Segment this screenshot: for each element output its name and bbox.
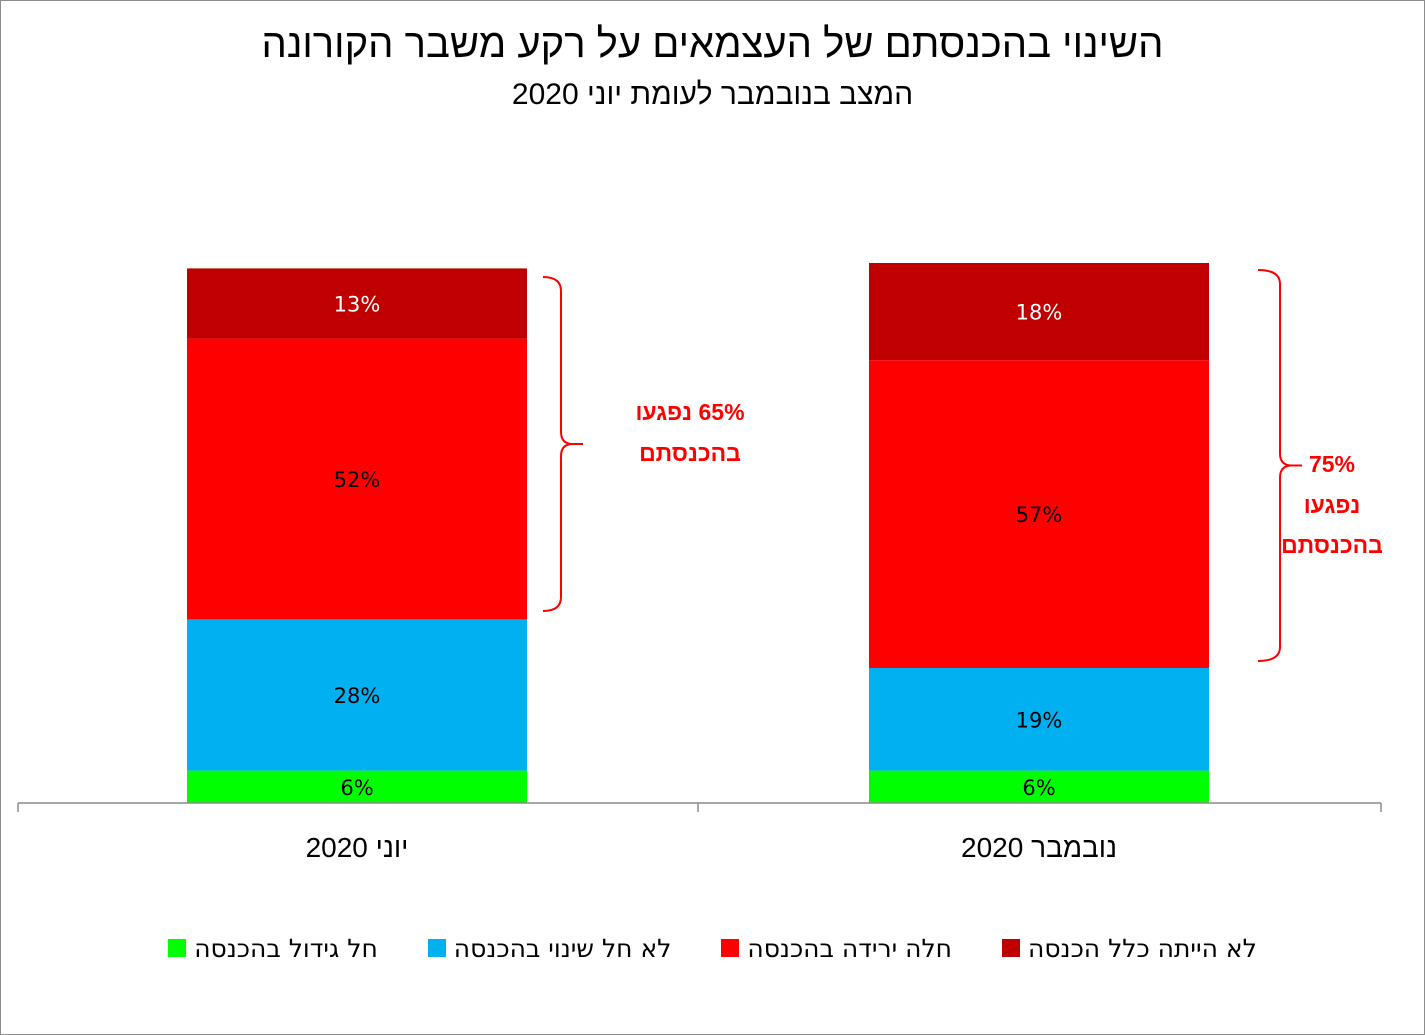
legend-swatch xyxy=(1002,939,1020,957)
legend-item: לא הייתה כלל הכנסה xyxy=(1002,930,1257,966)
legend-item: חלה ירידה בהכנסה xyxy=(721,930,952,966)
brace-callout xyxy=(1257,269,1302,662)
bar-segment xyxy=(187,338,527,620)
data-label: 18% xyxy=(1016,301,1063,325)
legend-label: לא הייתה כלל הכנסה xyxy=(1028,933,1257,963)
x-tick-label: נובמבר 2020 xyxy=(961,832,1117,863)
data-label: 28% xyxy=(334,684,381,708)
chart-legend: חל גידול בהכנסה לא חל שינוי בהכנסה חלה ירי… xyxy=(0,930,1425,966)
data-label: 6% xyxy=(1022,776,1055,800)
callout-text: בהכנסתם xyxy=(639,440,741,466)
x-tick-label: יוני 2020 xyxy=(306,832,409,863)
callout-text: 75% xyxy=(1309,451,1355,477)
legend-item: חל גידול בהכנסה xyxy=(168,930,378,966)
chart-title: השינוי בהכנסתם של העצמאים על רקע משבר הק… xyxy=(261,22,1164,66)
brace-callout xyxy=(542,276,583,612)
legend-swatch xyxy=(427,939,446,957)
bar-segment xyxy=(187,268,527,339)
legend-label: חל גידול בהכנסה xyxy=(194,933,378,963)
data-label: 52% xyxy=(334,468,381,492)
data-label: 6% xyxy=(340,776,373,800)
legend-swatch xyxy=(721,939,740,957)
data-label: 57% xyxy=(1016,503,1063,527)
legend-swatch xyxy=(168,939,187,957)
bar-segment xyxy=(187,619,527,771)
bar-segment xyxy=(869,263,1209,361)
chart-subtitle: המצב בנובמבר לעומת יוני 2020 xyxy=(511,78,914,111)
callout-text: נפגעו xyxy=(1304,492,1361,518)
bar-segment xyxy=(869,770,1209,803)
callout-text: 65% נפגעו xyxy=(635,399,744,425)
bar-segment xyxy=(187,770,527,803)
legend-item: לא חל שינוי בהכנסה xyxy=(427,930,672,966)
bar-segment xyxy=(869,668,1209,771)
legend-label: לא חל שינוי בהכנסה xyxy=(453,933,672,963)
data-label: 13% xyxy=(334,293,381,317)
legend-label: חלה ירידה בהכנסה xyxy=(747,933,952,963)
data-label: 19% xyxy=(1016,708,1063,732)
callout-text: בהכנסתם xyxy=(1281,532,1383,558)
bar-segment xyxy=(869,360,1209,668)
